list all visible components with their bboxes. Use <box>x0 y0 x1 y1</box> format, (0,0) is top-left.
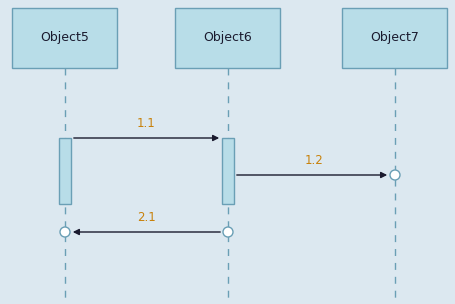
Bar <box>12 8 117 68</box>
Circle shape <box>60 227 70 237</box>
Bar <box>175 8 280 68</box>
Text: 1.2: 1.2 <box>304 154 323 167</box>
Text: Object7: Object7 <box>370 32 419 44</box>
Text: 2.1: 2.1 <box>137 211 156 224</box>
Bar <box>342 8 446 68</box>
Circle shape <box>389 170 399 180</box>
Bar <box>222 138 233 204</box>
Bar <box>59 138 71 204</box>
Text: 1.1: 1.1 <box>137 117 156 130</box>
Circle shape <box>222 227 233 237</box>
Text: Object6: Object6 <box>203 32 252 44</box>
Text: Object5: Object5 <box>40 32 89 44</box>
